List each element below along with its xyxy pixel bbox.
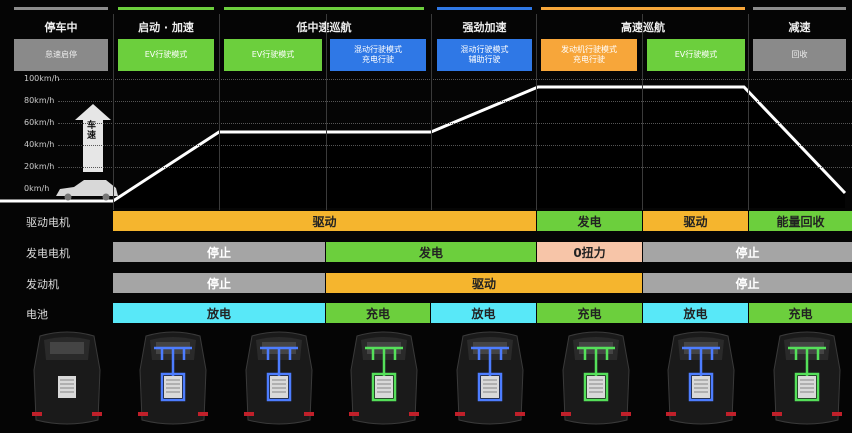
battery-discharge-2: 放电 bbox=[431, 303, 536, 323]
row-label-generator: 发电电机 bbox=[26, 247, 70, 260]
battery-charge-3: 充电 bbox=[749, 303, 852, 323]
battery-charge-2: 充电 bbox=[537, 303, 642, 323]
speed-area bbox=[113, 87, 845, 208]
speed-arrow-label: 车速 bbox=[87, 121, 97, 141]
car-topview-icon bbox=[26, 330, 108, 428]
y-tick-20: 20km/h bbox=[24, 162, 55, 171]
mode-engine-charge: 发动机行驶模式 充电行驶 bbox=[541, 39, 637, 71]
mode-idle-stop: 怠速启停 bbox=[14, 39, 108, 71]
car-topview-icon bbox=[449, 330, 531, 428]
separator bbox=[748, 14, 749, 210]
generator-stop-2: 停止 bbox=[643, 242, 852, 262]
drive-motor-drive-2: 驱动 bbox=[643, 211, 748, 231]
phase-bar-cruise-high bbox=[541, 7, 745, 10]
grid-20 bbox=[58, 167, 852, 168]
separator bbox=[536, 14, 537, 210]
generator-stop: 停止 bbox=[113, 242, 325, 262]
phase-title-cruise-high: 高速巡航 bbox=[621, 21, 665, 34]
drive-motor-drive: 驱动 bbox=[113, 211, 536, 231]
phase-title-decel: 减速 bbox=[788, 21, 811, 34]
mode-ev-3: EV行驶模式 bbox=[647, 39, 745, 71]
phase-bar-parking bbox=[14, 7, 108, 10]
separator bbox=[642, 14, 643, 210]
car-silhouette-icon bbox=[56, 180, 118, 201]
phase-title-start: 启动 · 加速 bbox=[138, 21, 194, 34]
y-tick-0: 0km/h bbox=[24, 184, 50, 193]
separator bbox=[326, 14, 327, 210]
battery-discharge: 放电 bbox=[113, 303, 325, 323]
grid-100 bbox=[58, 79, 852, 80]
car-topview-icon bbox=[343, 330, 425, 428]
car-topview-icon bbox=[660, 330, 742, 428]
phase-title-parking: 停车中 bbox=[44, 21, 78, 34]
engine-drive: 驱动 bbox=[326, 273, 642, 293]
mode-hybrid-charge: 混动行驶模式 充电行驶 bbox=[330, 39, 426, 71]
battery-charge: 充电 bbox=[326, 303, 430, 323]
drive-motor-generate: 发电 bbox=[537, 211, 642, 231]
row-label-engine: 发动机 bbox=[26, 278, 59, 291]
mode-hybrid-assist: 混动行驶模式 辅助行驶 bbox=[437, 39, 532, 71]
phase-title-strong-accel: 强劲加速 bbox=[462, 21, 507, 34]
speed-up-arrow-icon bbox=[75, 104, 111, 172]
car-topview-icon bbox=[238, 330, 320, 428]
phase-title-cruise-low: 低中速巡航 bbox=[296, 21, 352, 34]
grid-40 bbox=[58, 145, 852, 146]
phase-bar-decel bbox=[753, 7, 846, 10]
y-tick-80: 80km/h bbox=[24, 96, 55, 105]
car-topview-icon bbox=[132, 330, 214, 428]
grid-80 bbox=[58, 101, 852, 102]
mode-ev-2: EV行驶模式 bbox=[224, 39, 322, 71]
row-label-drive-motor: 驱动电机 bbox=[26, 216, 70, 229]
engine-stop-2: 停止 bbox=[643, 273, 852, 293]
y-tick-100: 100km/h bbox=[24, 74, 60, 83]
car-topview-icon bbox=[766, 330, 848, 428]
generator-generate: 发电 bbox=[326, 242, 536, 262]
separator bbox=[113, 14, 114, 210]
battery-discharge-3: 放电 bbox=[643, 303, 748, 323]
separator bbox=[431, 14, 432, 210]
drive-motor-regen: 能量回收 bbox=[749, 211, 852, 231]
mode-ev-1: EV行驶模式 bbox=[118, 39, 214, 71]
generator-zero-torque: 0扭力 bbox=[537, 242, 642, 262]
grid-60 bbox=[58, 123, 852, 124]
y-tick-60: 60km/h bbox=[24, 118, 55, 127]
phase-bar-cruise-low bbox=[224, 7, 424, 10]
row-label-battery: 电池 bbox=[26, 308, 48, 321]
phase-bar-start bbox=[118, 7, 214, 10]
y-tick-40: 40km/h bbox=[24, 140, 55, 149]
phase-bar-strong-accel bbox=[437, 7, 532, 10]
engine-stop: 停止 bbox=[113, 273, 325, 293]
separator bbox=[219, 14, 220, 210]
car-topview-icon bbox=[555, 330, 637, 428]
mode-regen: 回收 bbox=[753, 39, 846, 71]
